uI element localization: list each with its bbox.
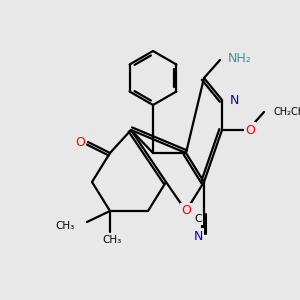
Text: O: O [75, 136, 85, 148]
Text: C: C [194, 214, 202, 224]
Text: NH₂: NH₂ [228, 52, 252, 64]
Text: O: O [245, 124, 255, 136]
Text: N: N [230, 94, 239, 106]
Text: CH₃: CH₃ [102, 235, 122, 245]
Text: O: O [181, 205, 191, 218]
Text: N: N [193, 230, 203, 242]
Text: CH₃: CH₃ [56, 221, 75, 231]
Text: CH₂CH₃: CH₂CH₃ [274, 107, 300, 117]
